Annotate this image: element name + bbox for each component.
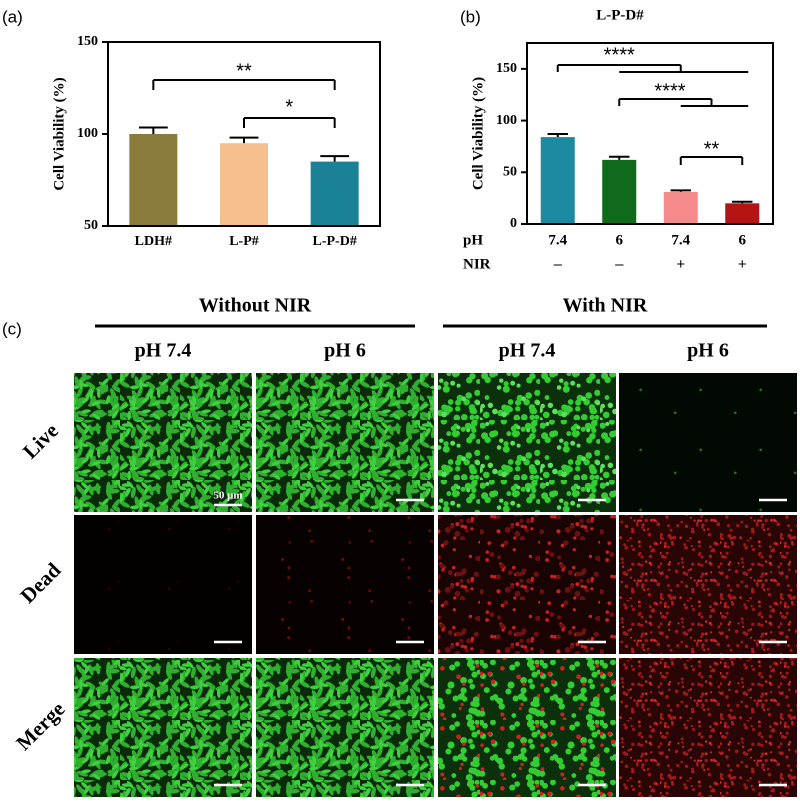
panel-label: (b)	[460, 7, 481, 26]
x-row-label: pH	[463, 232, 483, 248]
x-tick-label: L-P-D#	[313, 234, 357, 249]
significance-label: *	[285, 96, 293, 118]
micrograph	[619, 515, 797, 654]
bar	[129, 134, 178, 226]
significance-label: **	[236, 60, 252, 82]
x-row-value: –	[615, 256, 624, 273]
micrograph	[256, 515, 434, 654]
micrograph	[438, 373, 616, 512]
y-axis-label: Cell Viability (%)	[51, 77, 67, 190]
y-tick-label: 50	[503, 165, 517, 180]
group-label: Without NIR	[199, 295, 312, 317]
bar	[602, 159, 637, 224]
micrograph	[619, 373, 797, 512]
y-tick-label: 50	[84, 218, 98, 233]
y-tick-label: 100	[77, 126, 98, 141]
row-label: Dead	[15, 558, 65, 608]
x-tick-label: L-P#	[229, 234, 259, 249]
row-label: Live	[18, 418, 63, 463]
micrograph	[74, 373, 252, 512]
bar	[310, 161, 359, 226]
bar	[220, 143, 268, 226]
y-axis-label: Cell Viability (%)	[470, 77, 486, 190]
x-row-value: +	[676, 256, 685, 273]
panel-label: (a)	[2, 7, 23, 26]
x-row-value: 6	[616, 232, 624, 248]
chart-title: L-P-D#	[596, 7, 644, 23]
micrograph	[619, 658, 797, 797]
bar	[725, 203, 760, 224]
scale-label: 50 μm	[213, 490, 242, 502]
micrograph	[438, 515, 616, 654]
y-tick-label: 0	[510, 216, 517, 231]
panel-label: (c)	[2, 319, 22, 338]
y-tick-label: 150	[496, 61, 517, 76]
micrograph	[74, 515, 252, 654]
significance-label: **	[704, 138, 720, 160]
column-label: pH 7.4	[135, 340, 192, 362]
micrograph	[438, 658, 616, 797]
row-label: Merge	[11, 697, 69, 755]
micrograph	[256, 658, 434, 797]
y-tick-label: 100	[496, 113, 517, 128]
x-row-value: 7.4	[548, 232, 567, 248]
x-row-value: +	[738, 256, 747, 273]
axes-frame	[107, 41, 381, 227]
x-row-value: –	[554, 256, 563, 273]
micrograph	[74, 658, 252, 797]
micrograph	[256, 373, 434, 512]
significance-label: ****	[604, 44, 635, 66]
x-row-value: 6	[739, 232, 747, 248]
column-label: pH 7.4	[499, 340, 556, 362]
x-row-value: 7.4	[671, 232, 690, 248]
column-label: pH 6	[687, 340, 729, 362]
y-tick-label: 150	[77, 34, 98, 49]
x-row-label: NIR	[463, 256, 491, 272]
significance-label: ****	[654, 80, 685, 102]
axes-frame	[526, 42, 774, 225]
column-label: pH 6	[324, 340, 366, 362]
bar	[540, 137, 575, 224]
x-tick-label: LDH#	[135, 234, 172, 249]
bar	[663, 191, 698, 224]
group-label: With NIR	[563, 295, 648, 317]
